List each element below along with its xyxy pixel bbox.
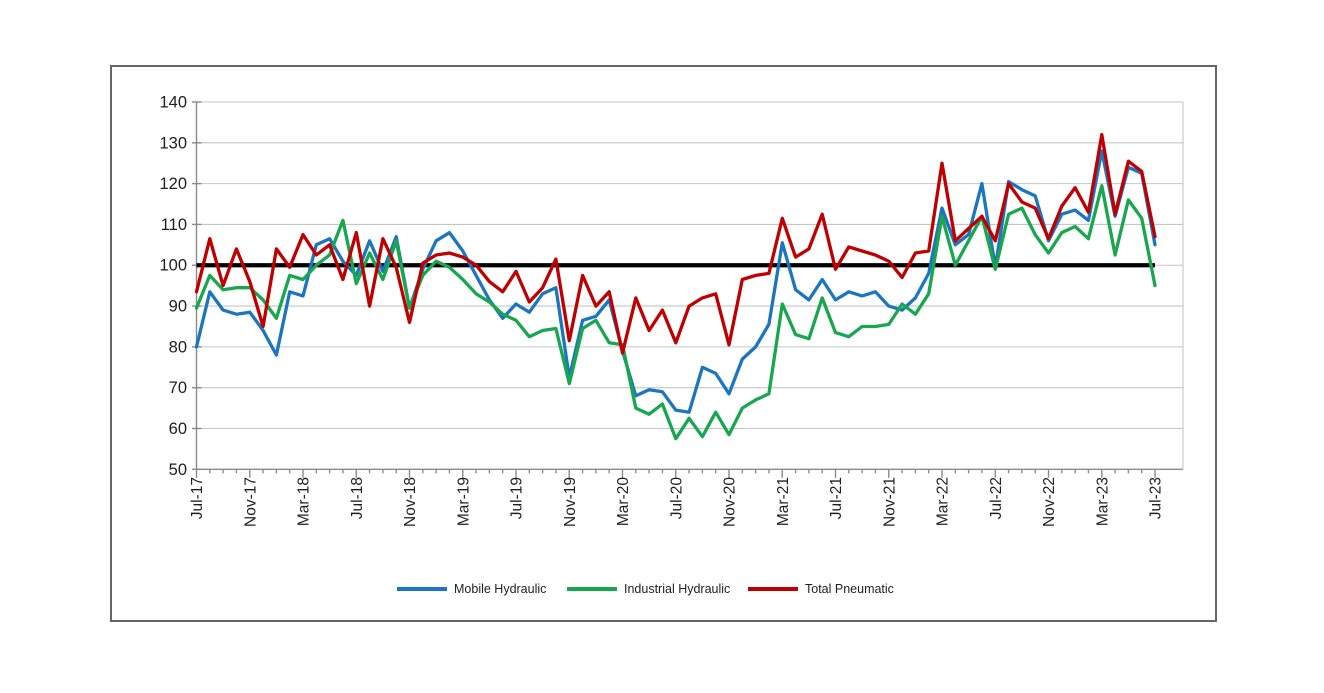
- x-tick-label: Nov-20: [722, 477, 739, 527]
- y-tick-label: 70: [169, 379, 187, 397]
- legend-swatch-total-pneumatic: [748, 587, 798, 591]
- figure-border: [110, 65, 1217, 622]
- x-tick-label: Nov-22: [1041, 477, 1058, 527]
- y-tick-label: 90: [169, 298, 187, 316]
- legend-item-industrial-hydraulic: Industrial Hydraulic: [567, 582, 730, 596]
- y-tick-label: 130: [159, 134, 187, 152]
- legend-swatch-industrial-hydraulic: [567, 587, 617, 591]
- legend-swatch-mobile-hydraulic: [397, 587, 447, 591]
- y-tick-label: 110: [161, 216, 187, 234]
- x-tick-label: Nov-17: [242, 477, 259, 527]
- legend-label-total-pneumatic: Total Pneumatic: [805, 582, 894, 596]
- x-tick-label: Mar-18: [296, 477, 313, 526]
- legend-label-industrial-hydraulic: Industrial Hydraulic: [624, 582, 731, 596]
- x-tick-label: Jul-23: [1148, 477, 1165, 519]
- series-line-industrial-hydraulic: [194, 184, 1157, 441]
- y-tick-label: 100: [159, 257, 187, 275]
- x-tick-label: Jul-20: [668, 477, 685, 520]
- x-tick-label: Jul-21: [828, 477, 845, 519]
- x-tick-label: Nov-21: [881, 477, 898, 527]
- x-tick-label: Jul-19: [509, 477, 526, 519]
- x-tick-label: Jul-17: [189, 477, 206, 519]
- y-tick-label: 50: [169, 461, 187, 479]
- y-tick-label: 80: [169, 338, 187, 356]
- legend-item-mobile-hydraulic: Mobile Hydraulic: [397, 582, 546, 596]
- x-tick-label: Mar-21: [775, 477, 792, 526]
- x-tick-label: Mar-20: [615, 477, 632, 526]
- series-line-mobile-hydraulic: [194, 149, 1157, 414]
- x-tick-label: Mar-22: [935, 477, 952, 526]
- x-tick-label: Jul-18: [349, 477, 366, 519]
- x-tick-label: Jul-22: [988, 477, 1005, 519]
- x-tick-label: Mar-19: [455, 477, 472, 526]
- series-line-total-pneumatic: [194, 132, 1157, 355]
- legend-item-total-pneumatic: Total Pneumatic: [748, 582, 894, 596]
- x-tick-label: Nov-19: [562, 477, 579, 527]
- legend-label-mobile-hydraulic: Mobile Hydraulic: [454, 582, 547, 596]
- y-tick-label: 140: [159, 94, 187, 112]
- x-tick-label: Nov-18: [402, 477, 419, 527]
- x-tick-label: Mar-23: [1094, 477, 1111, 526]
- y-tick-label: 60: [169, 420, 187, 438]
- y-tick-label: 120: [159, 175, 187, 193]
